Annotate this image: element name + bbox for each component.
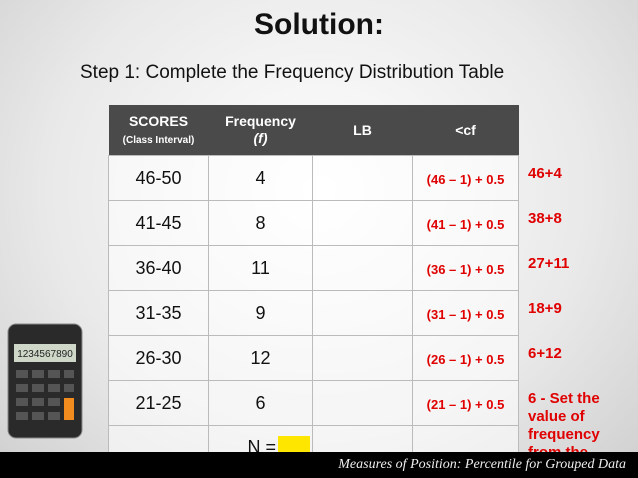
cf-note: 38+8 [528,210,562,227]
frequency-cell: 6 [208,380,313,426]
col-header: Frequency [225,113,296,130]
table-row: 26-30 12 (26 – 1) + 0.5 [108,335,519,381]
col-header: LB [312,105,413,156]
lb-cell [312,155,413,201]
subtitle: Step 1: Complete the Frequency Distribut… [80,62,505,83]
lb-formula: (26 – 1) + 0.5 [426,351,505,367]
table-row: 46-50 4 (46 – 1) + 0.5 [108,155,519,201]
frequency-cell: 8 [208,200,313,246]
lb-cell [312,335,413,381]
title: Solution: [254,8,384,41]
lb-formula: (41 – 1) + 0.5 [426,216,505,232]
frequency-cell: 4 [208,155,313,201]
footer-bar: Measures of Position: Percentile for Gro… [0,452,638,478]
lb-cell [312,290,413,336]
frequency-cell: 11 [208,245,313,291]
cf-cell: (21 – 1) + 0.5 [412,380,519,426]
table-row: 41-45 8 (41 – 1) + 0.5 [108,200,519,246]
col-header: SCORES [128,113,189,130]
score-cell: 41-45 [108,200,209,246]
col-subheader: (f) [253,130,268,146]
table-row: 21-25 6 (21 – 1) + 0.5 [108,380,519,426]
frequency-cell: 9 [208,290,313,336]
score-cell: 21-25 [108,380,209,426]
frequency-table: SCORES (Class Interval) Frequency (f) LB <… [108,105,519,471]
lb-formula: (46 – 1) + 0.5 [426,171,505,187]
score-cell: 46-50 [108,155,209,201]
col-header: <cf [412,105,519,156]
lb-formula: (36 – 1) + 0.5 [426,261,505,277]
footer-text: Measures of Position: Percentile for Gro… [338,457,626,472]
lb-cell [312,380,413,426]
lb-formula: (21 – 1) + 0.5 [426,396,505,412]
cf-cell: (36 – 1) + 0.5 [412,245,519,291]
cf-note: 6+12 [528,345,562,362]
cf-cell: (46 – 1) + 0.5 [412,155,519,201]
calculator-display: 1234567890 [17,349,73,360]
cf-note: 27+11 [528,255,570,272]
cf-cell: (41 – 1) + 0.5 [412,200,519,246]
col-subheader: (Class Interval) [122,134,195,146]
score-cell: 31-35 [108,290,209,336]
cf-cell: (26 – 1) + 0.5 [412,335,519,381]
cf-cell: (31 – 1) + 0.5 [412,290,519,336]
lb-cell [312,245,413,291]
cf-note: 46+4 [528,165,562,182]
table-row: 31-35 9 (31 – 1) + 0.5 [108,290,519,336]
total-label: N = [247,436,276,457]
calculator-icon: 1234567890 [7,323,83,439]
score-cell: 26-30 [108,335,209,381]
lb-formula: (31 – 1) + 0.5 [426,306,505,322]
frequency-cell: 12 [208,335,313,381]
cf-note: 18+9 [528,300,562,317]
score-cell: 36-40 [108,245,209,291]
lb-cell [312,200,413,246]
table-row: 36-40 11 (36 – 1) + 0.5 [108,245,519,291]
